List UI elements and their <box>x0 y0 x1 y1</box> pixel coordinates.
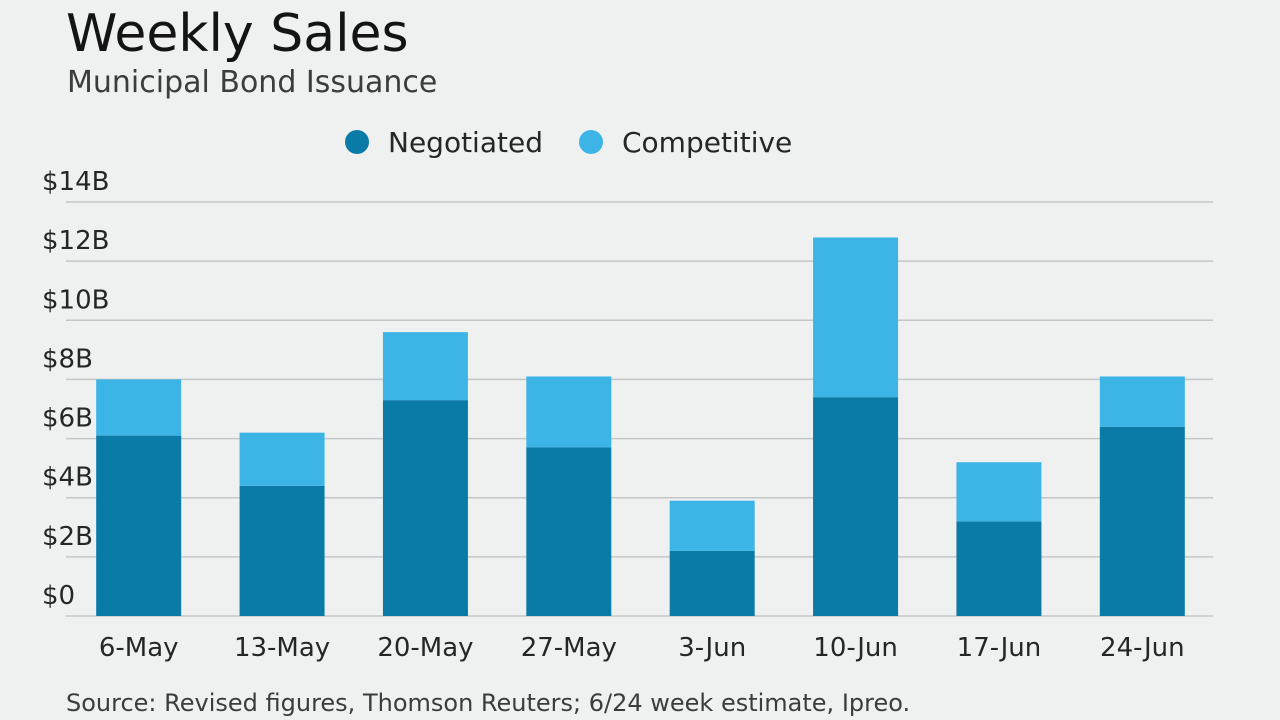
y-tick-label: $14B <box>42 167 109 197</box>
bar-competitive <box>1099 376 1185 427</box>
x-tick-label: 24-Jun <box>1100 633 1185 663</box>
bar-competitive <box>382 332 468 401</box>
x-tick-label: 10-Jun <box>813 633 898 663</box>
legend-label: Competitive <box>622 126 792 159</box>
y-tick-label: $12B <box>42 226 109 256</box>
legend-marker <box>579 130 603 154</box>
chart-title: Weekly Sales <box>66 4 409 64</box>
x-tick-label: 13-May <box>234 633 330 663</box>
bar-negotiated <box>813 397 899 616</box>
source-note: Source: Revised figures, Thomson Reuters… <box>66 689 911 717</box>
bar-negotiated <box>382 400 468 616</box>
x-tick-label: 6-May <box>99 633 179 663</box>
bar-negotiated <box>239 485 325 616</box>
y-tick-label: $6B <box>42 404 93 434</box>
bar-negotiated <box>526 447 612 616</box>
y-tick-label: $8B <box>42 344 93 374</box>
legend-label: Negotiated <box>388 126 543 159</box>
y-tick-label: $10B <box>42 285 109 315</box>
x-tick-label: 17-Jun <box>957 633 1042 663</box>
bar-negotiated <box>1099 426 1185 616</box>
bar-competitive <box>526 376 612 448</box>
y-tick-label: $0 <box>42 581 75 611</box>
bar-competitive <box>669 500 755 551</box>
y-tick-label: $2B <box>42 522 93 552</box>
bar-negotiated <box>96 435 182 616</box>
x-tick-label: 3-Jun <box>678 633 746 663</box>
stacked-bar-chart: $0 $2B $4B $6B $8B $10B $12B $14B 6-May 13-May 20-… <box>42 126 1213 663</box>
y-tick-label: $4B <box>42 463 93 493</box>
bar-negotiated <box>669 550 755 616</box>
bar-competitive <box>239 432 325 486</box>
x-tick-label: 27-May <box>521 633 617 663</box>
legend-marker <box>345 130 369 154</box>
bar-negotiated <box>956 521 1042 616</box>
x-tick-label: 20-May <box>377 633 473 663</box>
bar-competitive <box>956 462 1042 522</box>
bar-competitive <box>813 237 899 398</box>
chart-subtitle: Municipal Bond Issuance <box>67 65 438 100</box>
bar-competitive <box>96 379 182 436</box>
